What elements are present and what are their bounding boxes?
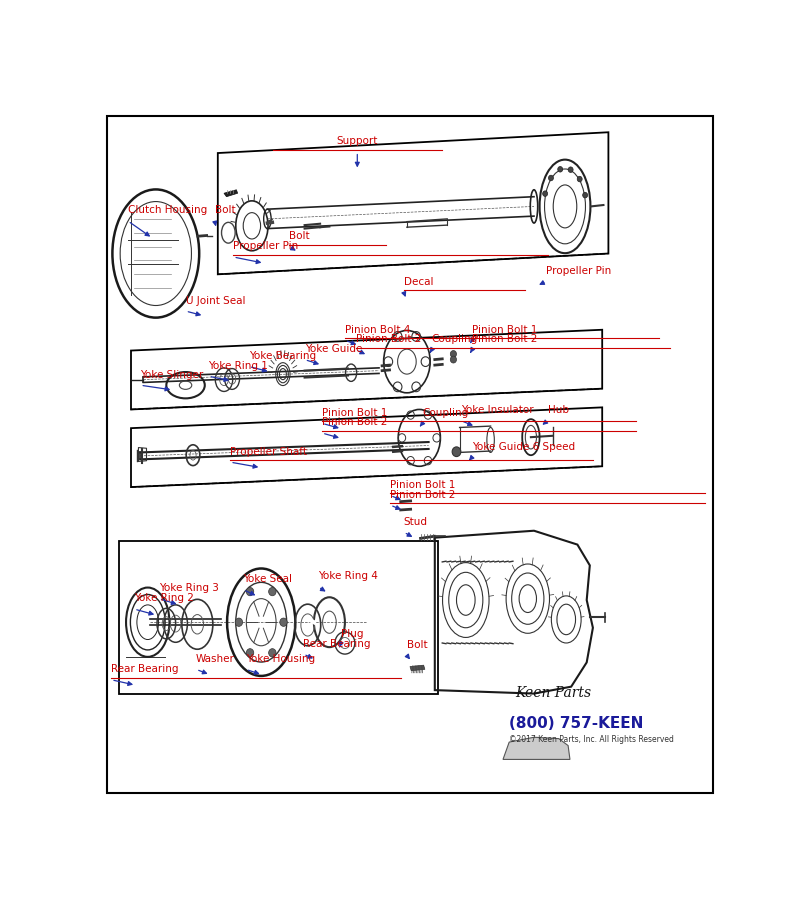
Text: Yoke Slinger: Yoke Slinger [140, 370, 203, 380]
Circle shape [558, 166, 562, 172]
Text: Pinion Bolt 2: Pinion Bolt 2 [356, 334, 422, 345]
Text: Propeller Pin: Propeller Pin [234, 241, 298, 251]
Text: Yoke Housing: Yoke Housing [246, 653, 315, 664]
Text: U Joint Seal: U Joint Seal [186, 295, 245, 305]
Text: Support: Support [337, 136, 378, 146]
Text: Keen Parts: Keen Parts [515, 686, 591, 700]
Circle shape [246, 649, 254, 657]
Circle shape [568, 166, 573, 173]
Text: Propeller Shaft: Propeller Shaft [230, 446, 307, 456]
Text: Pinion Bolt 1: Pinion Bolt 1 [390, 480, 455, 490]
Text: Propeller Pin: Propeller Pin [546, 266, 612, 275]
Text: Pinion Bolt 2: Pinion Bolt 2 [322, 418, 387, 428]
Text: Yoke Ring 1: Yoke Ring 1 [209, 361, 268, 371]
Text: Pinion Bolt 4: Pinion Bolt 4 [345, 325, 410, 335]
Text: Pinion Bolt 2: Pinion Bolt 2 [472, 334, 538, 345]
Text: Yoke Insulator: Yoke Insulator [461, 405, 534, 415]
Circle shape [246, 588, 254, 596]
Text: Plug: Plug [341, 629, 363, 639]
Polygon shape [410, 665, 425, 670]
Circle shape [235, 618, 242, 626]
Text: Yoke Ring 2: Yoke Ring 2 [134, 593, 194, 604]
Text: (800) 757-KEEN: (800) 757-KEEN [510, 716, 643, 731]
Circle shape [280, 618, 287, 626]
Text: Yoke Guide: Yoke Guide [305, 344, 362, 354]
Circle shape [269, 649, 276, 657]
Text: Pinion Bolt 2: Pinion Bolt 2 [390, 490, 455, 500]
Circle shape [269, 588, 276, 596]
Text: Bolt: Bolt [214, 205, 235, 215]
Text: Rear Bearing: Rear Bearing [303, 638, 371, 649]
Text: Bolt: Bolt [289, 231, 310, 241]
Text: Coupling: Coupling [432, 334, 478, 345]
Circle shape [582, 193, 588, 198]
Text: Yoke Ring 3: Yoke Ring 3 [159, 583, 218, 593]
Text: Hub: Hub [548, 405, 569, 415]
Circle shape [542, 191, 548, 196]
Text: Rear Bearing: Rear Bearing [111, 664, 178, 674]
Text: Pinion Bolt 1: Pinion Bolt 1 [322, 408, 387, 418]
Text: Coupling: Coupling [422, 408, 469, 418]
Text: Yoke Seal: Yoke Seal [243, 574, 292, 584]
Text: Bolt: Bolt [407, 640, 427, 650]
Circle shape [578, 176, 582, 182]
Text: ©2017 Keen Parts, Inc. All Rights Reserved: ©2017 Keen Parts, Inc. All Rights Reserv… [510, 735, 674, 744]
Text: Washer: Washer [196, 653, 235, 664]
Text: Clutch Housing: Clutch Housing [128, 205, 207, 215]
Text: Pinion Bolt 1: Pinion Bolt 1 [472, 325, 538, 335]
Circle shape [452, 447, 461, 456]
Text: Yoke Bearing: Yoke Bearing [249, 351, 316, 361]
Text: Yoke Guide 6 Speed: Yoke Guide 6 Speed [472, 442, 575, 452]
Circle shape [450, 350, 457, 357]
Text: Decal: Decal [404, 277, 434, 287]
Circle shape [450, 356, 457, 363]
Circle shape [549, 176, 554, 181]
Polygon shape [503, 737, 570, 760]
Text: Yoke Ring 4: Yoke Ring 4 [318, 572, 378, 581]
Polygon shape [224, 190, 238, 197]
Text: Stud: Stud [404, 517, 428, 526]
